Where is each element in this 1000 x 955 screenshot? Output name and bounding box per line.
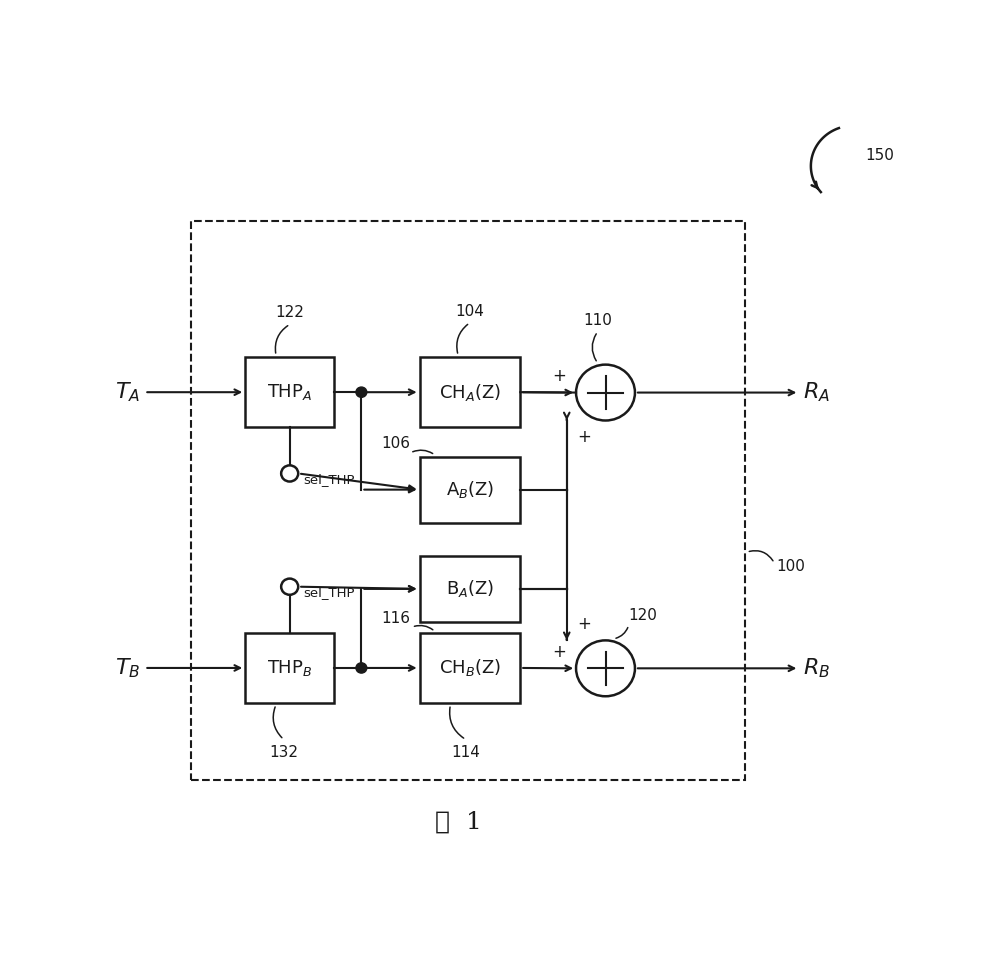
Text: 110: 110 <box>583 313 612 328</box>
Circle shape <box>576 365 635 420</box>
Text: 100: 100 <box>776 560 805 574</box>
Text: CH$_A$(Z): CH$_A$(Z) <box>439 382 501 403</box>
Circle shape <box>281 579 298 595</box>
Circle shape <box>281 465 298 481</box>
Text: 132: 132 <box>269 745 298 760</box>
Bar <box>245 357 334 427</box>
Text: +: + <box>577 615 591 633</box>
Text: +: + <box>552 368 566 386</box>
Text: $T_B$: $T_B$ <box>115 656 140 680</box>
Text: 114: 114 <box>452 745 480 760</box>
Bar <box>191 222 745 780</box>
Text: sel_THP: sel_THP <box>304 586 355 599</box>
Bar <box>420 633 520 703</box>
Text: 图  1: 图 1 <box>435 811 482 834</box>
Text: 106: 106 <box>381 435 410 451</box>
Text: +: + <box>577 428 591 446</box>
Text: +: + <box>552 643 566 661</box>
Bar <box>245 633 334 703</box>
Bar <box>420 357 520 427</box>
Bar <box>420 456 520 522</box>
Text: A$_B$(Z): A$_B$(Z) <box>446 479 494 500</box>
Text: THP$_B$: THP$_B$ <box>267 658 312 678</box>
Circle shape <box>576 641 635 696</box>
Text: B$_A$(Z): B$_A$(Z) <box>446 579 494 600</box>
Text: sel_THP: sel_THP <box>304 473 355 486</box>
Circle shape <box>356 387 367 397</box>
Text: 122: 122 <box>276 306 305 321</box>
Text: $R_A$: $R_A$ <box>803 381 830 404</box>
Text: THP$_A$: THP$_A$ <box>267 382 312 402</box>
Text: 150: 150 <box>865 147 894 162</box>
Text: 104: 104 <box>455 304 484 319</box>
Text: $R_B$: $R_B$ <box>803 656 830 680</box>
Bar <box>420 556 520 622</box>
Text: 120: 120 <box>629 608 658 624</box>
Text: $T_A$: $T_A$ <box>115 380 140 404</box>
Text: 116: 116 <box>381 610 410 626</box>
Text: CH$_B$(Z): CH$_B$(Z) <box>439 657 501 678</box>
Circle shape <box>356 663 367 673</box>
